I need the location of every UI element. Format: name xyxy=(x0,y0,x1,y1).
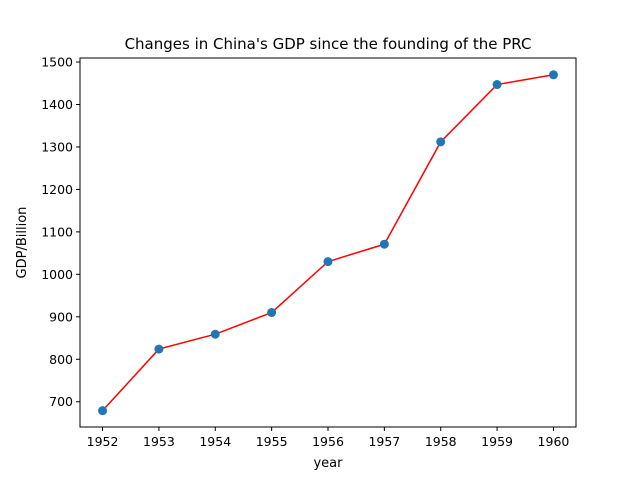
data-point-1955 xyxy=(267,308,277,318)
y-tick-label: 1000 xyxy=(41,267,73,282)
data-point-1956 xyxy=(323,257,333,267)
data-point-1958 xyxy=(436,137,446,147)
chart-title: Changes in China's GDP since the foundin… xyxy=(125,35,532,53)
y-tick-label: 700 xyxy=(49,394,73,409)
y-axis-label: GDP/Billion xyxy=(15,207,30,279)
x-tick-label: 1955 xyxy=(256,434,288,449)
data-point-1953 xyxy=(154,344,164,354)
y-tick-label: 1300 xyxy=(41,139,73,154)
y-axis-ticks: 700 800 900 1000 1100 1200 1300 1400 1500 xyxy=(41,55,80,409)
y-tick-label: 1200 xyxy=(41,182,73,197)
x-tick-label: 1953 xyxy=(143,434,175,449)
x-tick-label: 1957 xyxy=(368,434,400,449)
y-tick-label: 800 xyxy=(49,352,73,367)
x-axis-ticks: 1952 1953 1954 1955 1956 1957 1958 1959 1960 xyxy=(87,427,570,449)
x-tick-label: 1959 xyxy=(481,434,513,449)
data-point-1960 xyxy=(548,70,558,80)
x-tick-label: 1958 xyxy=(425,434,457,449)
data-point-1959 xyxy=(492,80,502,90)
x-tick-label: 1954 xyxy=(199,434,231,449)
plot-area-frame xyxy=(79,57,577,428)
data-points xyxy=(98,70,558,416)
y-tick-label: 1400 xyxy=(41,97,73,112)
x-tick-label: 1960 xyxy=(538,434,570,449)
y-tick-label: 900 xyxy=(49,309,73,324)
data-point-1957 xyxy=(379,239,389,249)
y-tick-label: 1100 xyxy=(41,224,73,239)
x-tick-label: 1952 xyxy=(87,434,119,449)
x-tick-label: 1956 xyxy=(312,434,344,449)
data-point-1954 xyxy=(210,329,220,339)
x-axis-label: year xyxy=(313,456,343,471)
data-point-1952 xyxy=(98,406,108,416)
y-tick-label: 1500 xyxy=(41,55,73,70)
